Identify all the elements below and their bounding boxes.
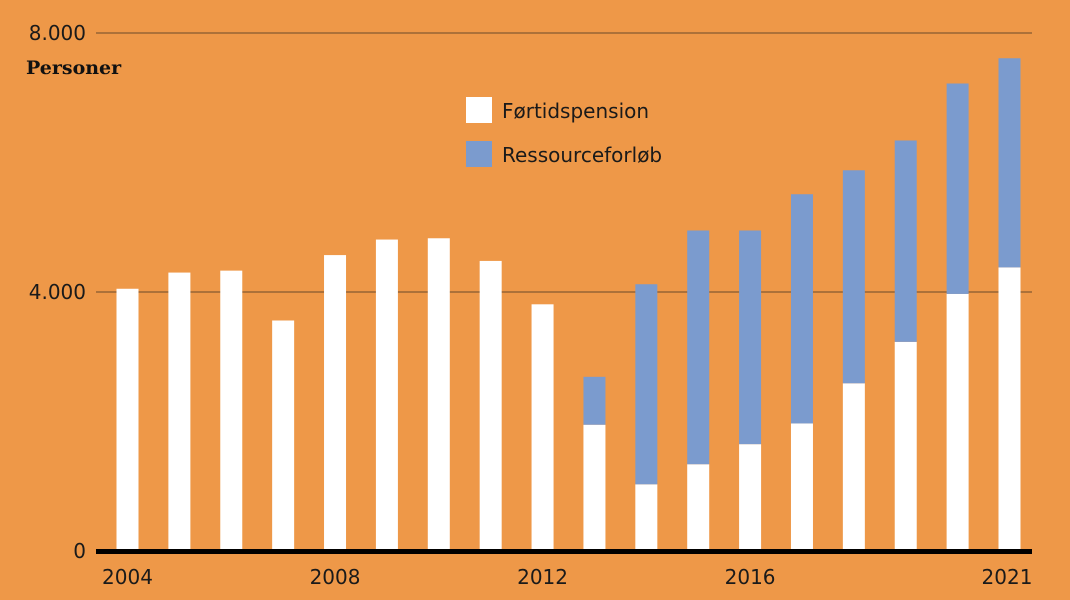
x-tick-label-2012: 2012 [517, 565, 568, 589]
bar-fortidspension-2010 [427, 238, 450, 551]
bar-ressourceforlob-2015 [687, 230, 710, 465]
bar-ressourceforlob-2013 [583, 376, 606, 425]
x-axis-line [96, 549, 1032, 554]
bar-fortidspension-2014 [635, 484, 658, 551]
y-tick-label-8000: 8.000 [29, 21, 86, 45]
bar-fortidspension-2016 [739, 444, 762, 551]
x-tick-label-2004: 2004 [102, 565, 153, 589]
bar-ressourceforlob-2016 [739, 230, 762, 445]
bar-ressourceforlob-2019 [894, 140, 917, 342]
bar-ressourceforlob-2018 [842, 170, 865, 384]
x-tick-label-2021: 2021 [982, 565, 1033, 589]
grid-lines [96, 32, 1032, 293]
bar-fortidspension-2015 [687, 464, 710, 551]
bar-fortidspension-2009 [375, 239, 398, 552]
x-tick-labels: 2004 2008 2012 2016 2021 [102, 565, 1032, 589]
bar-fortidspension-2005 [168, 272, 191, 551]
legend-label-ressourceforlob: Ressourceforløb [502, 143, 662, 167]
legend-swatch-ressourceforlob [466, 141, 492, 167]
bar-fortidspension-2020 [946, 293, 969, 551]
bar-fortidspension-2018 [842, 383, 865, 551]
legend: Førtidspension Ressourceforløb [466, 97, 662, 167]
bar-fortidspension-2012 [531, 304, 554, 551]
x-tick-label-2016: 2016 [725, 565, 776, 589]
legend-swatch-fortidspension [466, 97, 492, 123]
x-tick-label-2008: 2008 [310, 565, 361, 589]
bar-fortidspension-2017 [790, 423, 813, 551]
y-tick-labels: 0 4.000 8.000 [29, 21, 86, 563]
y-tick-label-4000: 4.000 [29, 280, 86, 304]
y-tick-label-0: 0 [73, 539, 86, 563]
bar-ressourceforlob-2014 [635, 284, 658, 485]
bar-fortidspension-2004 [116, 288, 139, 551]
bar-fortidspension-2011 [479, 260, 502, 551]
y-axis-label: Personer [26, 57, 122, 79]
bar-ressourceforlob-2017 [790, 194, 813, 424]
legend-label-fortidspension: Førtidspension [502, 99, 649, 123]
bar-fortidspension-2007 [272, 320, 295, 551]
bar-ressourceforlob-2021 [998, 58, 1021, 268]
bars [96, 58, 1032, 554]
bar-ressourceforlob-2020 [946, 83, 969, 294]
bar-fortidspension-2006 [220, 270, 243, 551]
bar-fortidspension-2021 [998, 267, 1021, 551]
bar-fortidspension-2008 [324, 255, 347, 551]
bar-fortidspension-2019 [894, 341, 917, 551]
bar-fortidspension-2013 [583, 424, 606, 551]
